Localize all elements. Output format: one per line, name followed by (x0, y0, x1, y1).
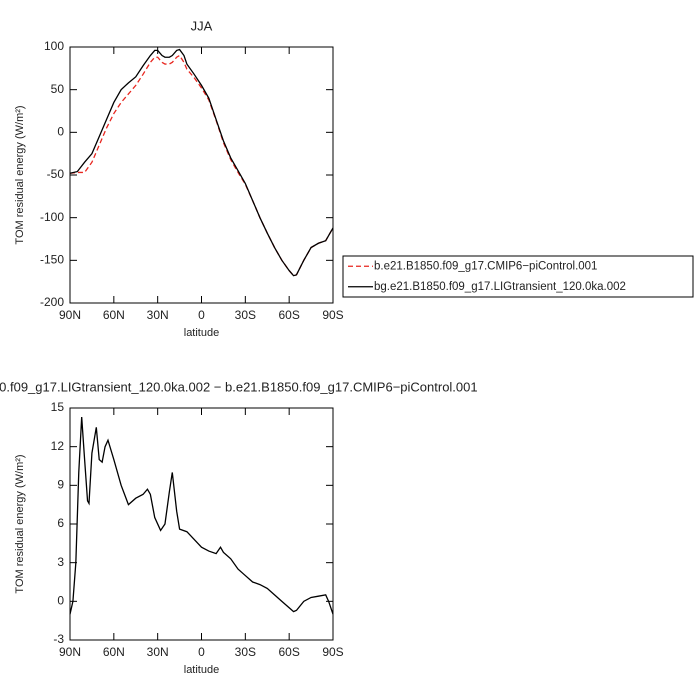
x-axis-label: latitude (184, 327, 219, 339)
x-tick-label: 30S (235, 645, 256, 659)
x-axis-label: latitude (184, 664, 219, 676)
x-tick-label: 60S (278, 308, 299, 322)
y-tick-label: -150 (40, 253, 64, 267)
y-tick-label: -3 (53, 632, 64, 646)
x-tick-label: 60S (278, 645, 299, 659)
x-tick-label: 90S (322, 308, 343, 322)
y-tick-label: 6 (57, 516, 64, 530)
y-axis-label: TOM residual energy (W/m²) (14, 105, 26, 244)
plot-frame (69, 46, 334, 304)
legend-label: b.e21.B1850.f09_g17.CMIP6−piControl.001 (374, 260, 597, 272)
x-tick-label: 60N (103, 308, 125, 322)
plot-frame (69, 407, 334, 641)
legend-label: bg.e21.B1850.f09_g17.LIGtransient_120.0k… (374, 281, 626, 293)
y-tick-label: 50 (51, 82, 65, 96)
y-tick-label: 0 (57, 594, 64, 608)
y-tick-label: -50 (47, 167, 65, 181)
legend-box (342, 255, 694, 298)
x-tick-label: 90S (322, 645, 343, 659)
y-tick-label: 3 (57, 555, 64, 569)
x-tick-label: 30N (147, 645, 169, 659)
y-tick-label: 100 (44, 39, 64, 53)
y-tick-label: 0 (57, 125, 64, 139)
chart-title: JJA (191, 18, 213, 33)
data-line (69, 416, 334, 615)
y-tick-label: 9 (57, 478, 64, 492)
chart-title: bg.e21.B1850.f09_g17.LIGtransient_120.0k… (0, 379, 478, 394)
x-tick-label: 30S (235, 308, 256, 322)
y-tick-label: 15 (51, 400, 65, 414)
y-tick-label: 12 (51, 439, 65, 453)
x-tick-label: 0 (198, 308, 205, 322)
x-tick-label: 0 (198, 645, 205, 659)
data-line (69, 48, 334, 277)
x-tick-label: 30N (147, 308, 169, 322)
x-tick-label: 90N (59, 308, 81, 322)
x-tick-label: 90N (59, 645, 81, 659)
y-tick-label: -200 (40, 295, 64, 309)
y-axis-label: TOM residual energy (W/m²) (14, 454, 26, 593)
x-tick-label: 60N (103, 645, 125, 659)
y-tick-label: -100 (40, 210, 64, 224)
data-line (69, 54, 334, 277)
